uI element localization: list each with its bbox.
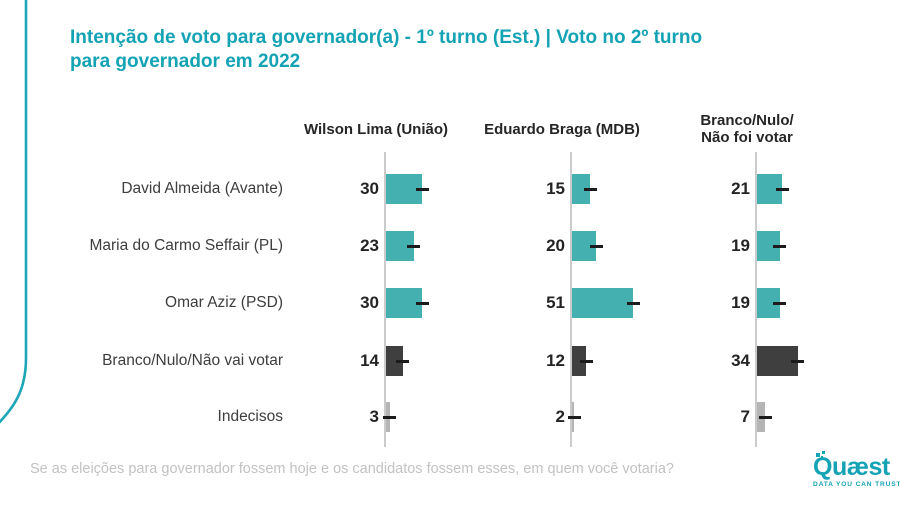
row-label: Indecisos bbox=[217, 408, 283, 425]
value-label: 23 bbox=[360, 236, 379, 255]
logo-pixel-icon bbox=[821, 456, 823, 458]
error-bar-dash bbox=[415, 187, 429, 191]
axis-line bbox=[384, 152, 386, 447]
bar bbox=[757, 288, 780, 318]
bar bbox=[757, 346, 798, 376]
value-label: 21 bbox=[731, 179, 750, 198]
survey-question: Se as eleições para governador fossem ho… bbox=[30, 461, 674, 477]
value-label: 19 bbox=[731, 236, 750, 255]
error-bar-dash bbox=[583, 187, 597, 191]
logo-tagline: DATA YOU CAN TRUST bbox=[813, 481, 900, 488]
chart-title-line2: para governador em 2022 bbox=[70, 51, 301, 72]
bar bbox=[757, 231, 780, 261]
bar bbox=[572, 346, 587, 376]
column-header: Branco/Nulo/Não foi votar bbox=[627, 112, 867, 146]
column-header-line: Wilson Lima (União) bbox=[303, 120, 449, 138]
row-label: Omar Aziz (PSD) bbox=[165, 294, 283, 311]
error-bar-dash bbox=[407, 244, 421, 248]
column-header: Eduardo Braga (MDB) bbox=[442, 121, 682, 138]
value-label: 34 bbox=[731, 351, 750, 370]
bar bbox=[572, 288, 634, 318]
chart-title: Intenção de voto para governador(a) - 1º… bbox=[70, 26, 702, 74]
logo-wordmark: Quæst bbox=[813, 453, 890, 481]
row-label: Maria do Carmo Seffair (PL) bbox=[89, 237, 283, 254]
quaest-logo: Quæst DATA YOU CAN TRUST bbox=[813, 451, 900, 488]
bar bbox=[386, 346, 403, 376]
row-label: David Almeida (Avante) bbox=[121, 180, 283, 197]
value-label: 19 bbox=[731, 293, 750, 312]
bar bbox=[572, 174, 590, 204]
value-label: 12 bbox=[546, 351, 565, 370]
chart-title-line1: Intenção de voto para governador(a) - 1º… bbox=[70, 27, 703, 48]
value-label: 30 bbox=[360, 293, 379, 312]
error-bar-dash bbox=[775, 187, 789, 191]
value-label: 51 bbox=[546, 293, 565, 312]
value-label: 30 bbox=[360, 179, 379, 198]
error-bar-dash bbox=[791, 359, 805, 363]
column-header-line: Não foi votar bbox=[701, 129, 793, 146]
row-label: Branco/Nulo/Não vai votar bbox=[102, 352, 283, 369]
error-bar-dash bbox=[383, 415, 397, 419]
error-bar-dash bbox=[415, 301, 429, 305]
column-header-line: Branco/Nulo/ bbox=[700, 112, 794, 129]
value-label: 7 bbox=[740, 407, 750, 426]
column-header-line: Eduardo Braga (MDB) bbox=[484, 120, 640, 138]
value-label: 15 bbox=[546, 179, 565, 198]
logo-pixel-icon bbox=[816, 453, 820, 457]
error-bar-dash bbox=[773, 301, 787, 305]
value-label: 20 bbox=[546, 236, 565, 255]
error-bar-dash bbox=[396, 359, 410, 363]
error-bar-dash bbox=[758, 415, 772, 419]
error-bar-dash bbox=[626, 301, 640, 305]
error-bar-dash bbox=[579, 359, 593, 363]
value-label: 2 bbox=[555, 407, 565, 426]
value-label: 3 bbox=[369, 407, 379, 426]
logo-pixel-icon bbox=[822, 451, 825, 454]
value-label: 14 bbox=[360, 351, 379, 370]
column-header: Wilson Lima (União) bbox=[256, 121, 496, 138]
error-bar-dash bbox=[567, 415, 581, 419]
error-bar-dash bbox=[589, 244, 603, 248]
axis-line bbox=[570, 152, 572, 447]
axis-line bbox=[755, 152, 757, 447]
error-bar-dash bbox=[773, 244, 787, 248]
